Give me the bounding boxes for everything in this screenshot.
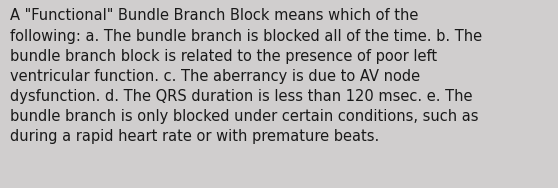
Text: A "Functional" Bundle Branch Block means which of the
following: a. The bundle b: A "Functional" Bundle Branch Block means… — [10, 8, 482, 144]
